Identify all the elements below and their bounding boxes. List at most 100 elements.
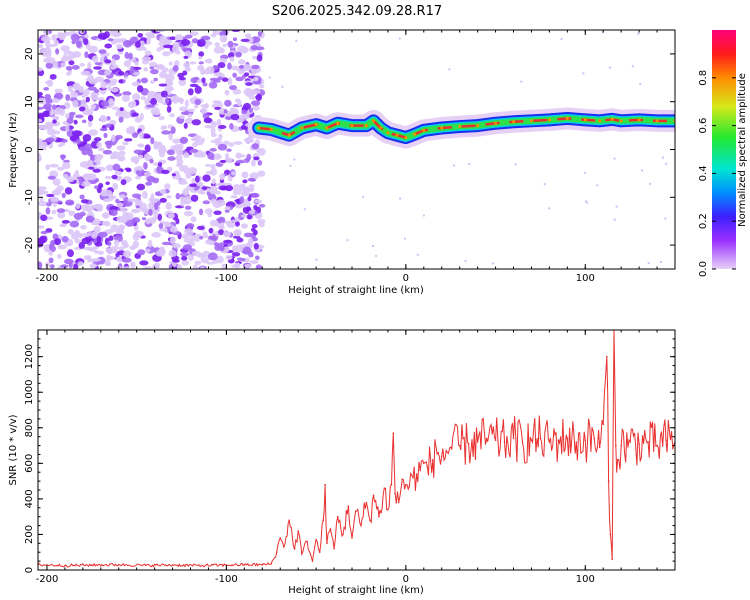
noise-dot (664, 217, 667, 220)
snr-x-tick-label: 0 (403, 574, 409, 585)
noise-blob (177, 72, 185, 79)
noise-blob (202, 250, 210, 257)
noise-blob (136, 183, 146, 191)
noise-blob (112, 163, 121, 171)
ridge-point (386, 131, 390, 135)
noise-blob (110, 224, 119, 232)
snr-point (322, 519, 325, 522)
noise-blob (224, 206, 231, 211)
noise-blob (80, 199, 89, 204)
ridge-point (300, 126, 304, 130)
snr-point (539, 437, 542, 440)
noise-blob (219, 222, 225, 229)
snr-point (351, 537, 353, 539)
noise-blob (219, 159, 227, 163)
noise-blob (175, 192, 181, 200)
snr-point (270, 562, 273, 565)
noise-dot (637, 32, 640, 35)
noise-blob (71, 130, 82, 137)
noise-blob (244, 139, 254, 143)
noise-blob (109, 156, 116, 160)
noise-dot (403, 237, 407, 240)
spectrogram-y-label: Frequency (Hz) (8, 112, 19, 188)
noise-blob (65, 124, 70, 132)
noise-blob (48, 257, 54, 264)
noise-blob (75, 40, 82, 48)
noise-blob (51, 98, 60, 103)
noise-blob (108, 98, 114, 105)
noise-blob (137, 249, 146, 256)
noise-blob (45, 137, 55, 143)
noise-blob (120, 179, 127, 186)
noise-dot (315, 258, 318, 261)
noise-blob (204, 43, 209, 49)
noise-blob (109, 30, 119, 37)
noise-blob (110, 78, 118, 84)
snr-point (64, 564, 66, 567)
noise-blob (192, 264, 199, 269)
noise-blob (43, 30, 49, 37)
noise-blob (144, 98, 150, 106)
noise-blob (69, 111, 76, 116)
snr-y-ticks: 0 200 400 600 800 1000 1200 (24, 329, 675, 573)
noise-blob (187, 108, 196, 113)
noise-blob (164, 183, 171, 190)
noise-blob (167, 156, 176, 161)
noise-blob (221, 77, 229, 82)
snr-point (602, 423, 605, 426)
snr-point (397, 501, 400, 504)
noise-dot (361, 195, 365, 199)
noise-blob (186, 146, 194, 150)
noise-blob (143, 67, 149, 72)
noise-blob (139, 112, 144, 121)
noise-dot (548, 207, 551, 210)
noise-blob (167, 81, 174, 86)
noise-blob (158, 115, 165, 121)
snr-panel: -200 -100 0 100 0 200 400 600 800 1000 1200 Heigh… (8, 329, 676, 596)
noise-blob (91, 55, 99, 63)
noise-blob (123, 266, 130, 269)
snr-x-ticks: -200 -100 0 100 (36, 330, 676, 585)
noise-blob (84, 88, 90, 96)
snr-point (283, 546, 285, 548)
ridge-point (637, 118, 641, 122)
noise-blob (106, 254, 111, 262)
noise-blob (109, 206, 119, 211)
snr-y-tick-label: 200 (24, 525, 35, 544)
snr-point (449, 446, 452, 449)
ridge-point (379, 126, 383, 130)
noise-blob (103, 132, 108, 139)
noise-blob (47, 175, 56, 180)
noise-blob (210, 198, 217, 205)
noise-blob (131, 217, 141, 224)
noise-dot (613, 157, 616, 160)
noise-blob (52, 115, 60, 121)
noise-blob (153, 144, 160, 150)
noise-blob (144, 32, 155, 37)
noise-blob (54, 88, 63, 93)
spectrogram-noise-region (38, 30, 668, 269)
noise-blob (242, 179, 248, 184)
noise-blob (243, 232, 253, 238)
noise-dot (639, 82, 642, 86)
ridge-point (257, 126, 261, 130)
noise-blob (122, 242, 129, 249)
noise-blob (258, 203, 266, 208)
noise-blob (123, 60, 132, 68)
noise-blob (87, 86, 97, 91)
noise-blob (172, 243, 181, 249)
snr-y-tick-label: 800 (24, 418, 35, 437)
ridge-point (269, 127, 273, 131)
snr-series-line (38, 330, 675, 568)
noise-blob (243, 64, 251, 72)
noise-blob (117, 51, 124, 55)
noise-blob (198, 61, 204, 65)
noise-dot (416, 253, 420, 256)
noise-blob (171, 173, 177, 177)
noise-blob (151, 177, 160, 184)
noise-blob (150, 137, 155, 145)
noise-blob (112, 182, 119, 191)
noise-blob (199, 266, 205, 269)
noise-blob (140, 77, 149, 84)
